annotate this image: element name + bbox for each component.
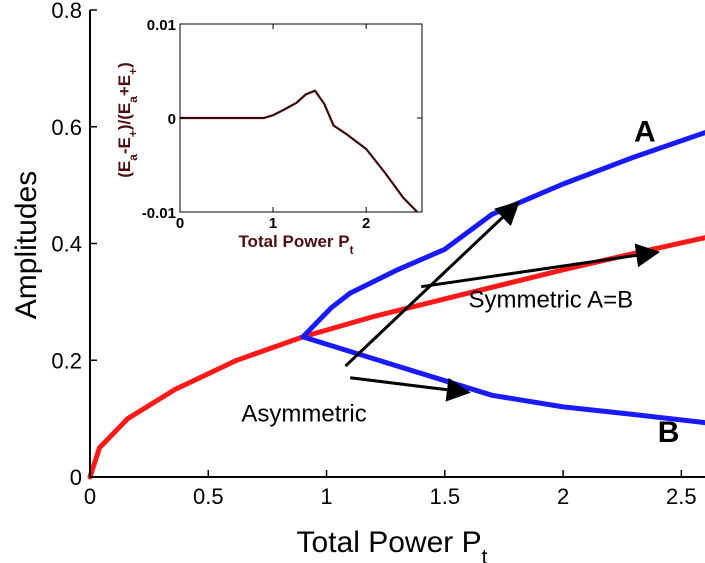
inset-y-tick-label: -0.01 bbox=[142, 205, 176, 222]
x-axis-title-text: Total Power bbox=[297, 526, 462, 559]
series-line-a bbox=[300, 130, 705, 340]
x-tick-label: 1.5 bbox=[430, 484, 461, 509]
inset-y-axis-title-part: +E bbox=[115, 75, 134, 96]
y-tick-label: 0.8 bbox=[51, 0, 82, 23]
annotation-asymmetric: Asymmetric bbox=[241, 401, 366, 428]
x-tick-label: 0 bbox=[84, 484, 96, 509]
inset-y-axis-title-part: ) bbox=[115, 62, 134, 68]
inset-x-tick-label: 1 bbox=[269, 215, 277, 232]
inset-x-axis-title-symbol: P bbox=[338, 232, 349, 251]
annotation-arrow bbox=[344, 200, 520, 368]
inset-y-axis-title: (Ea-E+)/(Ea+E+) bbox=[115, 62, 140, 178]
inset-y-axis-title-part: )/(E bbox=[115, 103, 134, 130]
y-tick-label: 0.6 bbox=[51, 115, 82, 140]
inset-y-axis-title-part: -E bbox=[115, 137, 134, 154]
inset-y-axis-title-part: + bbox=[126, 68, 140, 75]
inset-y-tick-label: 0 bbox=[168, 111, 176, 128]
x-tick-label: 1 bbox=[320, 484, 332, 509]
annotation-arrow bbox=[350, 376, 471, 402]
x-axis-title-symbol: P bbox=[462, 526, 482, 559]
y-tick-label: 0 bbox=[70, 465, 82, 490]
annotation-b: B bbox=[658, 416, 680, 449]
x-tick-label: 2.5 bbox=[666, 484, 697, 509]
inset-y-axis-title-part: a bbox=[126, 154, 140, 161]
annotation-arrow bbox=[420, 243, 661, 289]
y-axis-title: Amplitudes bbox=[10, 171, 43, 319]
annotation-a: A bbox=[634, 115, 656, 148]
series-line-symmetric-a-b bbox=[87, 235, 705, 480]
y-tick-label: 0.2 bbox=[51, 348, 82, 373]
inset-x-tick-label: 0 bbox=[176, 215, 184, 232]
annotation-symmetric-a-b: Symmetric A=B bbox=[468, 287, 633, 314]
inset-y-tick-label: 0.01 bbox=[147, 17, 176, 34]
x-axis-title: Total Power Pt bbox=[297, 526, 488, 563]
inset-x-axis-title-subscript: t bbox=[350, 243, 354, 257]
x-tick-label: 2 bbox=[557, 484, 569, 509]
inset-y-axis-title-part: (E bbox=[115, 161, 134, 178]
x-axis-title-subscript: t bbox=[482, 546, 488, 563]
x-tick-label: 0.5 bbox=[193, 484, 224, 509]
inset-x-tick-label: 2 bbox=[362, 215, 370, 232]
inset-series-line bbox=[180, 89, 419, 213]
main-plot: 0 0.5 1 1.5 2 2.5 0 0.2 0.4 0.6 0.8 Total Power Pt A… bbox=[10, 0, 705, 563]
y-tick-label: 0.4 bbox=[51, 232, 82, 257]
inset-y-axis-title-part: + bbox=[126, 130, 140, 137]
inset-y-axis-title-part: a bbox=[126, 96, 140, 103]
inset-x-axis-title-text: Total Power bbox=[238, 232, 338, 251]
inset-x-axis-title: Total Power Pt bbox=[238, 232, 353, 257]
